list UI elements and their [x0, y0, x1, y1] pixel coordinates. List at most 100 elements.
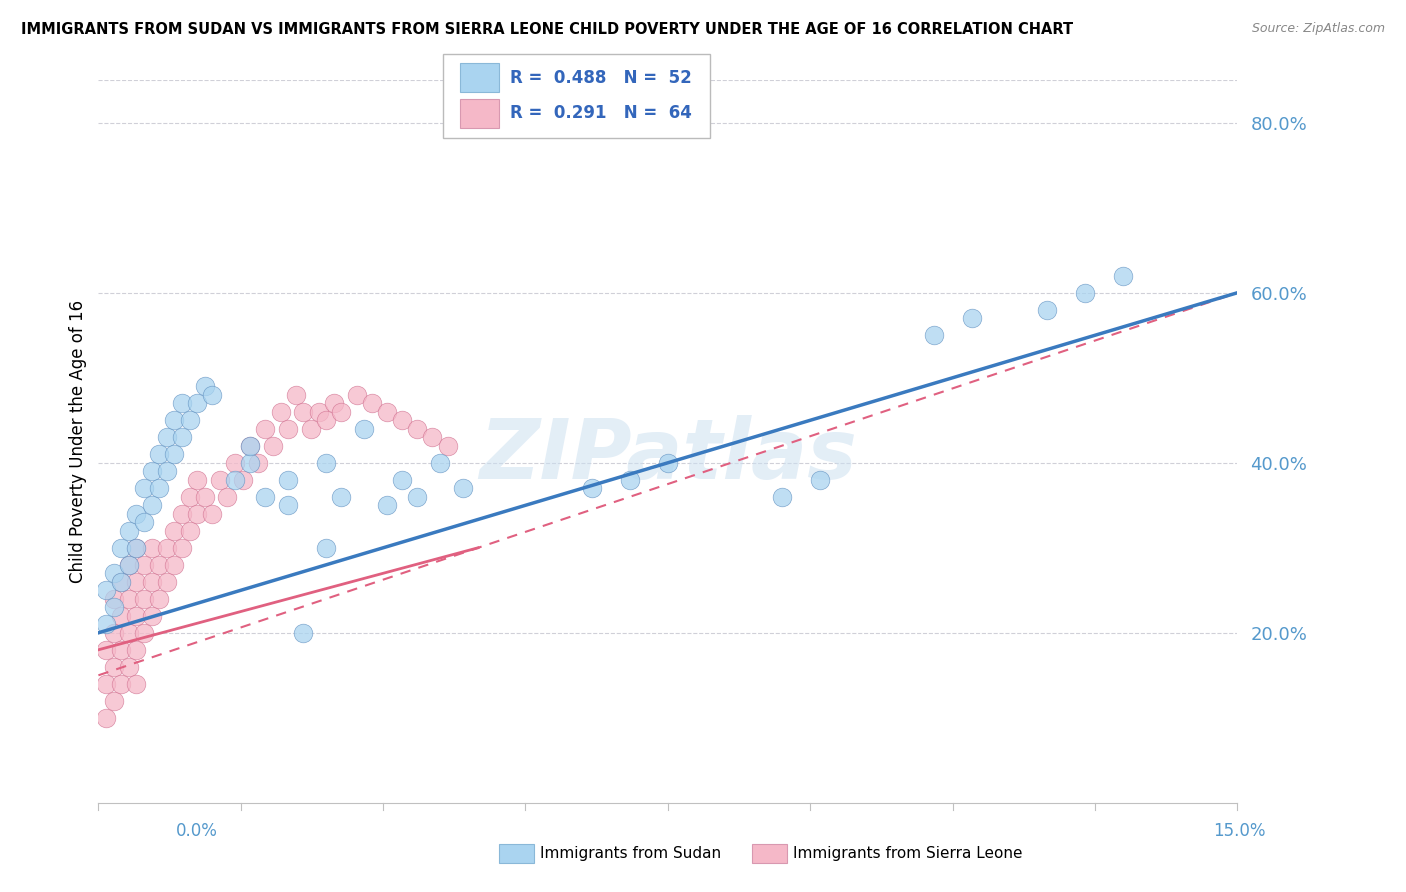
- Point: [391, 473, 413, 487]
- Point: [315, 456, 337, 470]
- Point: [132, 516, 155, 530]
- Point: [118, 625, 141, 640]
- Point: [170, 507, 193, 521]
- Point: [391, 413, 413, 427]
- Point: [103, 591, 125, 606]
- Point: [125, 608, 148, 623]
- Point: [201, 507, 224, 521]
- Point: [148, 591, 170, 606]
- Point: [94, 677, 117, 691]
- Point: [1112, 268, 1135, 283]
- Point: [103, 660, 125, 674]
- Point: [186, 507, 208, 521]
- Point: [619, 473, 641, 487]
- Point: [110, 574, 132, 589]
- Point: [406, 422, 429, 436]
- Point: [299, 422, 322, 436]
- Point: [163, 447, 186, 461]
- Point: [163, 524, 186, 538]
- Point: [353, 422, 375, 436]
- Point: [194, 490, 217, 504]
- Point: [436, 439, 458, 453]
- Text: Immigrants from Sierra Leone: Immigrants from Sierra Leone: [793, 847, 1022, 861]
- Point: [315, 541, 337, 555]
- Point: [110, 574, 132, 589]
- Text: Source: ZipAtlas.com: Source: ZipAtlas.com: [1251, 22, 1385, 36]
- Point: [330, 405, 353, 419]
- Point: [277, 498, 299, 512]
- Point: [239, 439, 262, 453]
- Point: [118, 558, 141, 572]
- Point: [141, 574, 163, 589]
- Point: [170, 396, 193, 410]
- Point: [284, 388, 307, 402]
- Text: 0.0%: 0.0%: [176, 822, 218, 840]
- Point: [429, 456, 451, 470]
- Point: [94, 642, 117, 657]
- Point: [360, 396, 382, 410]
- Point: [103, 694, 125, 708]
- Point: [217, 490, 239, 504]
- Point: [292, 625, 315, 640]
- Point: [194, 379, 217, 393]
- Point: [770, 490, 793, 504]
- Point: [581, 481, 603, 495]
- Point: [1074, 285, 1097, 300]
- Point: [148, 558, 170, 572]
- Point: [125, 574, 148, 589]
- Point: [330, 490, 353, 504]
- Point: [156, 464, 179, 478]
- Point: [322, 396, 344, 410]
- Point: [125, 541, 148, 555]
- Point: [94, 617, 117, 632]
- Point: [315, 413, 337, 427]
- Point: [125, 541, 148, 555]
- Point: [277, 473, 299, 487]
- Point: [262, 439, 284, 453]
- Point: [451, 481, 474, 495]
- Point: [148, 481, 170, 495]
- Point: [94, 711, 117, 725]
- Point: [179, 413, 201, 427]
- Point: [132, 625, 155, 640]
- Point: [346, 388, 368, 402]
- Point: [156, 541, 179, 555]
- Y-axis label: Child Poverty Under the Age of 16: Child Poverty Under the Age of 16: [69, 300, 87, 583]
- Point: [246, 456, 269, 470]
- Point: [141, 541, 163, 555]
- Point: [179, 524, 201, 538]
- Point: [960, 311, 983, 326]
- Point: [132, 591, 155, 606]
- Text: R =  0.488   N =  52: R = 0.488 N = 52: [510, 69, 692, 87]
- Point: [118, 660, 141, 674]
- Point: [201, 388, 224, 402]
- Point: [163, 413, 186, 427]
- Point: [125, 642, 148, 657]
- Point: [657, 456, 679, 470]
- Point: [224, 456, 246, 470]
- Point: [118, 524, 141, 538]
- Text: ZIPatlas: ZIPatlas: [479, 416, 856, 497]
- Text: IMMIGRANTS FROM SUDAN VS IMMIGRANTS FROM SIERRA LEONE CHILD POVERTY UNDER THE AG: IMMIGRANTS FROM SUDAN VS IMMIGRANTS FROM…: [21, 22, 1073, 37]
- Point: [163, 558, 186, 572]
- Point: [141, 608, 163, 623]
- Point: [156, 574, 179, 589]
- Point: [118, 558, 141, 572]
- Point: [239, 439, 262, 453]
- Point: [186, 396, 208, 410]
- Point: [110, 541, 132, 555]
- Point: [170, 430, 193, 444]
- Point: [179, 490, 201, 504]
- Text: R =  0.291   N =  64: R = 0.291 N = 64: [510, 104, 692, 122]
- Point: [270, 405, 292, 419]
- Point: [132, 481, 155, 495]
- Point: [375, 405, 398, 419]
- Point: [208, 473, 231, 487]
- Point: [103, 566, 125, 581]
- Point: [110, 642, 132, 657]
- Point: [239, 456, 262, 470]
- Point: [148, 447, 170, 461]
- Point: [308, 405, 330, 419]
- Point: [808, 473, 831, 487]
- Point: [375, 498, 398, 512]
